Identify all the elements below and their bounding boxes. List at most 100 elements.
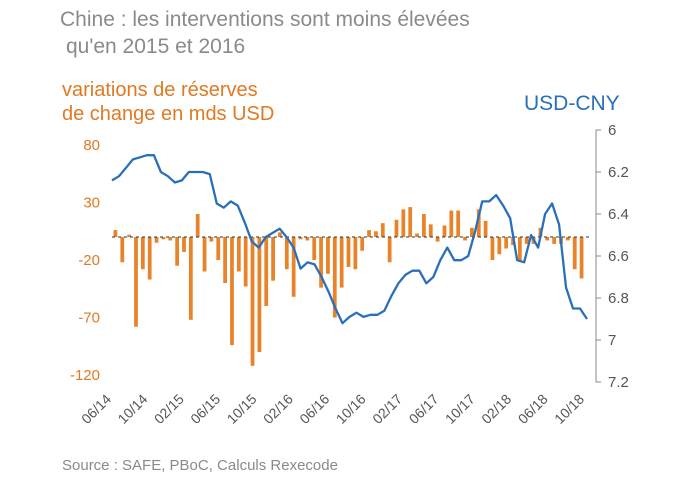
bar-49 (449, 210, 454, 237)
bar-32 (332, 237, 337, 318)
bar-2 (127, 234, 132, 237)
right-tick-label-6: 7.2 (608, 374, 629, 391)
x-tick-label-5: 02/16 (260, 391, 296, 427)
right-tick-label-2: 6.4 (608, 206, 629, 223)
x-tick-label-13: 10/18 (551, 391, 587, 427)
bar-47 (435, 237, 440, 242)
bar-29 (312, 237, 317, 260)
bar-1 (120, 237, 125, 263)
bar-25 (284, 237, 289, 270)
left-tick-label-4: -120 (70, 367, 100, 384)
x-tick-label-12: 06/18 (515, 391, 551, 427)
bar-54 (483, 220, 488, 237)
bar-17 (230, 237, 234, 346)
left-tick-label-3: -70 (78, 310, 100, 327)
bar-8 (168, 237, 173, 241)
bar-44 (415, 233, 419, 237)
x-tick-label-11: 02/18 (478, 391, 514, 427)
left-tick-label-0: 80 (83, 137, 100, 154)
bar-56 (497, 237, 502, 255)
bar-63 (545, 237, 550, 241)
x-tick-label-3: 06/15 (187, 391, 223, 427)
bar-6 (154, 237, 159, 243)
right-tick-label-4: 6.8 (608, 290, 629, 307)
bar-4 (140, 237, 145, 270)
x-tick-label-8: 02/17 (369, 391, 405, 427)
left-axis-label: variations de réserves de change en mds … (62, 78, 274, 126)
left-tick-label-1: 30 (83, 195, 100, 212)
bar-14 (209, 237, 214, 242)
bar-50 (456, 210, 461, 237)
x-tick-label-9: 06/17 (406, 391, 442, 427)
x-axis-ticks: 06/14 10/14 02/15 06/15 10/15 02/16 06/16 10/16… (78, 391, 587, 427)
bar-38 (374, 231, 378, 237)
bar-18 (236, 237, 241, 272)
bar-13 (202, 237, 207, 272)
bar-68 (579, 237, 584, 279)
x-tick-label-7: 10/16 (333, 391, 369, 427)
left-axis-ticks: 80 30 -20 -70 -120 (70, 137, 100, 384)
bar-27 (298, 237, 303, 240)
bar-15 (216, 237, 221, 260)
bar-5 (147, 237, 152, 280)
bar-60 (524, 237, 529, 244)
bar-67 (572, 237, 577, 270)
bar-26 (291, 237, 296, 297)
bar-35 (353, 237, 358, 270)
right-tick-label-5: 7 (608, 332, 616, 349)
x-tick-label-0: 06/14 (78, 391, 114, 427)
bar-7 (161, 237, 166, 240)
x-tick-label-4: 10/15 (224, 391, 260, 427)
usd-cny-line (111, 154, 588, 325)
bar-10 (182, 237, 186, 252)
bar-55 (490, 237, 495, 260)
bar-51 (463, 237, 467, 241)
bar-21 (257, 237, 262, 352)
bar-57 (504, 237, 509, 249)
chart-title-line1: Chine : les interventions sont moins éle… (60, 8, 470, 31)
bar-43 (408, 207, 413, 237)
bar-11 (188, 237, 193, 320)
bar-66 (565, 237, 570, 241)
bar-33 (339, 237, 344, 288)
bar-40 (387, 237, 392, 263)
x-tick-label-10: 10/17 (442, 391, 478, 427)
bar-9 (175, 237, 180, 266)
right-tick-label-3: 6.6 (608, 248, 629, 265)
left-axis-label-line2: de change en mds USD (62, 103, 275, 125)
bar-28 (305, 237, 310, 241)
bar-series (113, 207, 584, 366)
bar-19 (243, 237, 248, 287)
bar-0 (113, 230, 118, 237)
bar-24 (278, 232, 282, 237)
chart-title-line2: qu'en 2015 et 2016 (66, 35, 246, 58)
x-tick-label-6: 06/16 (296, 391, 332, 427)
bar-46 (428, 224, 433, 237)
bar-31 (326, 237, 330, 274)
bar-52 (470, 227, 474, 237)
bar-42 (401, 209, 406, 237)
bar-3 (134, 237, 138, 327)
x-tick-label-2: 02/15 (151, 391, 187, 427)
bar-36 (360, 237, 365, 251)
bar-30 (319, 237, 323, 288)
bar-45 (422, 214, 426, 237)
bar-22 (264, 237, 269, 306)
source-note: Source : SAFE, PBoC, Calculs Rexecode (62, 457, 338, 474)
bar-39 (380, 223, 385, 237)
bar-16 (223, 237, 227, 283)
bar-34 (346, 237, 351, 267)
right-tick-label-0: 6 (608, 122, 616, 139)
bar-59 (517, 237, 522, 262)
bar-48 (442, 225, 447, 237)
bar-53 (476, 209, 481, 237)
bar-23 (271, 237, 275, 281)
bar-41 (394, 219, 399, 237)
x-tick-label-1: 10/14 (114, 391, 150, 427)
right-axis-label: USD-CNY (524, 92, 620, 115)
right-axis-ticks: 6 6.2 6.4 6.6 6.8 7 7.2 (596, 122, 629, 391)
bar-64 (552, 237, 557, 244)
bar-37 (367, 230, 371, 237)
left-axis-label-line1: variations de réserves (62, 79, 258, 101)
